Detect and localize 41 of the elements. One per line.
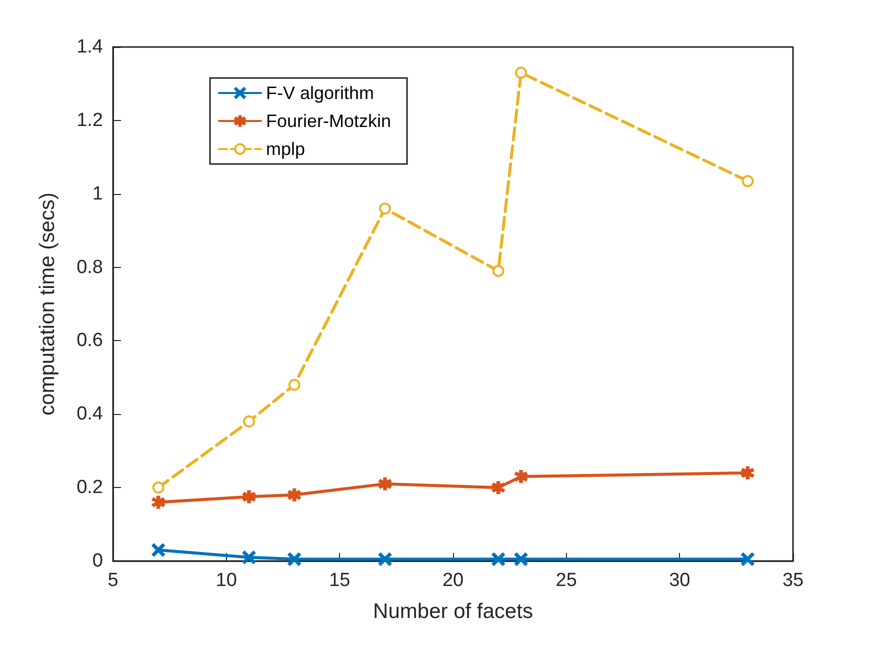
point — [378, 477, 392, 490]
point — [288, 488, 301, 502]
y-tick-label: 1 — [92, 183, 103, 204]
x-tick-label: 10 — [216, 570, 237, 591]
y-tick-label: 0.8 — [76, 256, 103, 278]
point — [152, 482, 164, 494]
y-axis-title: computation time (secs) — [36, 192, 59, 416]
point — [492, 552, 505, 566]
point — [741, 466, 754, 480]
x-tick-label: 25 — [556, 570, 577, 591]
y-tick-label: 0.2 — [76, 477, 103, 498]
point — [242, 490, 256, 504]
point — [378, 552, 392, 566]
point — [515, 66, 527, 79]
legend-label: F-V algorithm — [266, 83, 374, 103]
x-axis-title: Number of facets — [373, 600, 533, 623]
x-tick-label: 5 — [108, 570, 118, 591]
y-tick-label: 0 — [92, 550, 103, 572]
point — [492, 264, 504, 277]
point — [741, 552, 754, 566]
y-tick-label: 1.4 — [76, 36, 104, 58]
point — [288, 552, 301, 566]
point — [742, 175, 754, 188]
x-tick-label: 35 — [782, 570, 804, 591]
x-tick-label: 15 — [329, 570, 350, 591]
legend-label: mplp — [266, 139, 306, 159]
x-tick-label: 30 — [669, 570, 690, 591]
point — [152, 543, 165, 556]
point — [492, 481, 505, 494]
point — [242, 550, 256, 564]
point — [379, 202, 391, 215]
y-tick-label: 0.4 — [76, 404, 104, 425]
y-tick-label: 0.6 — [76, 330, 103, 352]
y-tick-label: 1.2 — [76, 110, 103, 131]
x-tick-label: 20 — [442, 570, 464, 591]
point — [243, 415, 255, 428]
legend-label: Fourier-Motzkin — [266, 111, 392, 131]
point — [514, 470, 528, 484]
point — [288, 378, 300, 391]
point — [514, 552, 528, 566]
point — [152, 496, 165, 509]
